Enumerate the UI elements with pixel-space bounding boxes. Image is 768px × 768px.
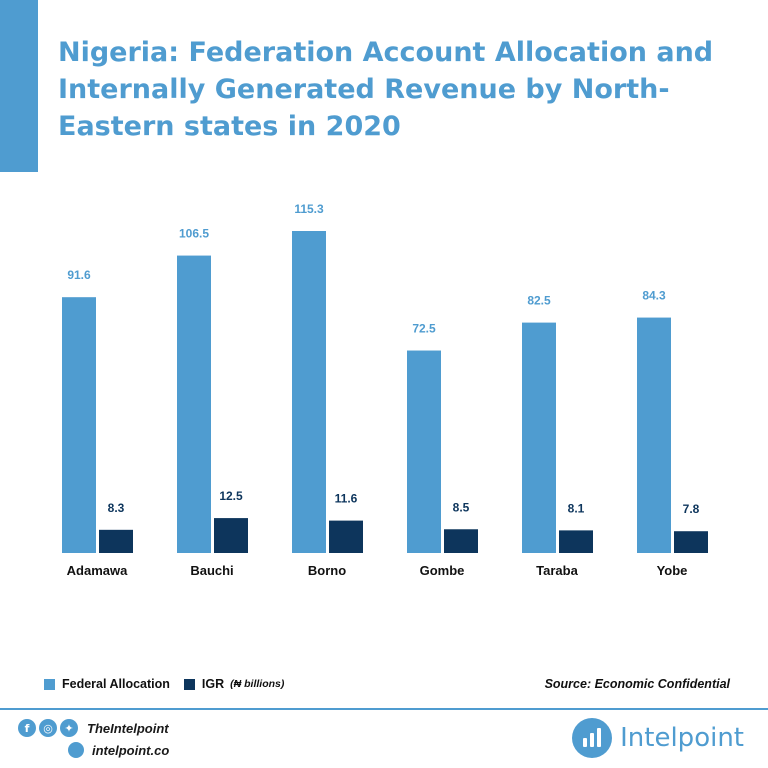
bar-igr-adamawa xyxy=(99,529,133,553)
data-label-igr-adamawa: 8.3 xyxy=(108,501,125,515)
website-link[interactable]: intelpoint.co xyxy=(68,742,169,758)
x-tick-label-borno: Borno xyxy=(308,563,346,578)
chart-title: Nigeria: Federation Account Allocation a… xyxy=(58,37,714,142)
social-links: f ◎ ✦ TheIntelpoint xyxy=(18,719,169,737)
bar-federal-allocation-bauchi xyxy=(177,255,211,554)
legend: Federal Allocation IGR (₦ billions) xyxy=(44,677,298,691)
source-note: Source: Economic Confidential xyxy=(544,677,730,691)
bar-igr-bauchi xyxy=(214,518,248,553)
globe-icon xyxy=(68,742,84,758)
footer-divider xyxy=(0,708,768,710)
legend-units: (₦ billions) xyxy=(230,678,285,690)
legend-label-igr: IGR xyxy=(201,677,225,691)
data-label-federal-allocation-taraba: 82.5 xyxy=(527,294,551,308)
website-url[interactable]: intelpoint.co xyxy=(92,742,170,758)
legend-swatch-federal xyxy=(44,678,55,690)
data-label-federal-allocation-adamawa: 91.6 xyxy=(67,268,91,282)
legend-swatch-igr xyxy=(183,678,195,690)
data-label-igr-bauchi: 12.5 xyxy=(219,489,243,503)
bar-chart: 91.6 8.3 Adamawa 106.5 12.5 Bauchi 115.3 11.6 Bo… xyxy=(62,202,708,578)
bar-federal-allocation-taraba xyxy=(522,322,556,553)
data-label-federal-allocation-gombe: 72.5 xyxy=(412,322,436,336)
bar-federal-allocation-yobe xyxy=(637,317,671,553)
facebook-icon[interactable]: f xyxy=(18,719,36,737)
instagram-icon[interactable]: ◎ xyxy=(39,719,57,737)
header-accent-bar xyxy=(0,0,38,172)
data-label-igr-yobe: 7.8 xyxy=(683,502,700,516)
legend-label-federal: Federal Allocation xyxy=(62,677,170,691)
bar-federal-allocation-adamawa xyxy=(62,297,96,553)
bar-federal-allocation-gombe xyxy=(407,350,441,553)
bar-federal-allocation-borno xyxy=(292,231,326,553)
social-handle[interactable]: TheIntelpoint xyxy=(87,720,169,736)
x-tick-label-yobe: Yobe xyxy=(657,563,688,578)
legend-item-federal: Federal Allocation xyxy=(44,677,170,691)
bar-igr-borno xyxy=(329,520,363,553)
brand-logo: Intelpoint xyxy=(572,718,744,758)
data-label-igr-gombe: 8.5 xyxy=(453,500,470,514)
brand-name: Intelpoint xyxy=(620,723,744,753)
data-label-igr-borno: 11.6 xyxy=(335,492,358,506)
x-tick-label-gombe: Gombe xyxy=(420,563,465,578)
bar-igr-taraba xyxy=(559,530,593,553)
data-label-federal-allocation-bauchi: 106.5 xyxy=(179,227,209,241)
bar-igr-gombe xyxy=(444,529,478,553)
intelpoint-logo-icon xyxy=(572,718,613,758)
data-label-federal-allocation-yobe: 84.3 xyxy=(642,289,666,303)
data-label-igr-taraba: 8.1 xyxy=(568,501,585,515)
x-tick-label-taraba: Taraba xyxy=(536,563,578,578)
x-tick-label-bauchi: Bauchi xyxy=(190,563,233,578)
twitter-icon[interactable]: ✦ xyxy=(60,719,78,737)
x-tick-label-adamawa: Adamawa xyxy=(67,563,128,578)
data-label-federal-allocation-borno: 115.3 xyxy=(294,202,324,216)
bar-igr-yobe xyxy=(674,531,708,553)
legend-item-igr: IGR (₦ billions) xyxy=(183,677,285,691)
